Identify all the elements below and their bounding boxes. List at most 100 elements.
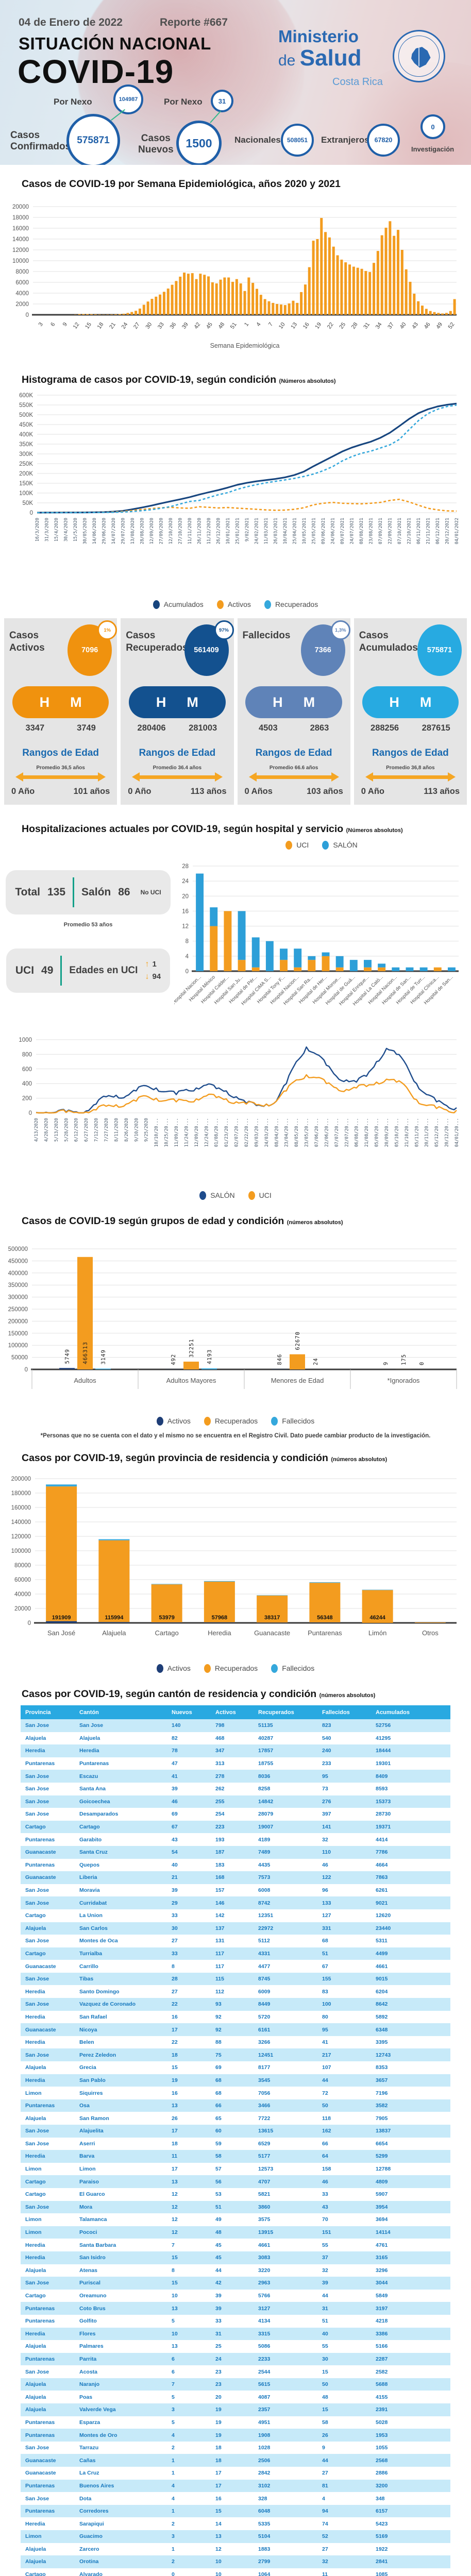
table-row: Puntarenas Parrita 6 24 2233 30 2287 [21, 2352, 450, 2366]
age-groups-section: Casos de COVID-19 según grupos de edad y… [0, 1215, 471, 1439]
table-cell: Siquirres [79, 2090, 103, 2096]
svg-text:06/08/20...: 06/08/20... [355, 1118, 360, 1147]
table-row: Heredia Flores 10 31 3315 40 3386 [21, 2327, 450, 2341]
bar [211, 282, 214, 315]
bar [308, 267, 311, 315]
table-cell: 3200 [376, 2482, 388, 2489]
table-cell: Heredia [25, 2242, 45, 2248]
bar [280, 948, 288, 960]
table-row: San Jose Santa Ana 39 262 8258 73 8593 [21, 1783, 450, 1795]
svg-text:4: 4 [186, 954, 189, 960]
age-chart-title: Casos de COVID-19 según grupos de edad y… [22, 1215, 343, 1227]
bar [238, 960, 246, 971]
table-cell: San Jose [25, 1976, 49, 1982]
svg-text:05/11/20...: 05/11/20... [414, 1118, 419, 1147]
h-value: 3347 [25, 723, 45, 733]
legend-dot-icon [153, 600, 160, 609]
svg-text:100000: 100000 [11, 1548, 31, 1554]
svg-text:1: 1 [243, 321, 250, 328]
bar [263, 299, 266, 315]
table-cell: 13 [172, 2178, 178, 2185]
bar [328, 237, 331, 315]
table-cell: 32 [322, 2558, 328, 2565]
nacionales-label: Nacionales [234, 135, 281, 145]
table-cell: 8409 [376, 1773, 388, 1780]
report-header: 04 de Enero de 2022 Reporte #667 SITUACI… [0, 0, 471, 165]
table-cell: 81 [322, 2482, 328, 2489]
bar [322, 952, 330, 956]
table-cell: Vazquez de Coronado [79, 2001, 136, 2008]
uci-age-min: 1 [152, 960, 157, 969]
bar [294, 967, 302, 971]
table-cell: 8449 [258, 2001, 271, 2008]
table-cell: 17 [215, 2470, 222, 2477]
table-cell: 193 [215, 1836, 225, 1843]
bar [259, 295, 262, 315]
svg-text:52: 52 [447, 321, 456, 330]
table-cell: 17 [172, 2128, 178, 2134]
bar [151, 1584, 182, 1623]
table-cell: 8593 [376, 1786, 388, 1792]
svg-text:23/05/20...: 23/05/20... [305, 1118, 310, 1147]
table-cell: San Jose [25, 2001, 49, 2008]
bar [219, 279, 222, 315]
table-row: San Jose Goicoechea 46 255 14842 276 15373 [21, 1795, 450, 1808]
ministry-seal-icon [393, 30, 445, 82]
table-cell: 15 [172, 2064, 178, 2071]
table-cell: Alajuela [25, 2064, 46, 2071]
svg-text:15/5/2020: 15/5/2020 [73, 518, 78, 541]
table-cell: Moravia [79, 1887, 100, 1894]
table-cell: 1 [172, 2508, 175, 2515]
svg-text:24: 24 [121, 321, 129, 330]
table-cell: 53 [215, 2191, 222, 2198]
table-cell: 122 [322, 1874, 331, 1881]
svg-text:42: 42 [193, 321, 201, 330]
table-row: Cartago Oreamuno 10 39 5766 44 5849 [21, 2290, 450, 2302]
svg-text:22/07/20...: 22/07/20... [344, 1118, 349, 1147]
table-cell: 5688 [376, 2381, 388, 2388]
table-cell: 44 [322, 2457, 328, 2464]
svg-text:250000: 250000 [8, 1307, 28, 1313]
svg-text:20/12/20...: 20/12/20... [445, 1118, 450, 1147]
table-cell: 5028 [376, 2419, 388, 2426]
bar [257, 1595, 288, 1623]
svg-text:14000: 14000 [12, 236, 29, 243]
bar [142, 304, 145, 315]
table-cell: 51 [322, 2318, 328, 2325]
table-cell: 112 [215, 1988, 224, 1995]
table-cell: 32 [322, 2267, 328, 2274]
table-cell: 16 [215, 2495, 222, 2502]
svg-text:180000: 180000 [11, 1490, 31, 1497]
svg-text:350000: 350000 [8, 1282, 28, 1289]
bar [204, 1581, 235, 1582]
bar [235, 279, 238, 315]
table-cell: 5086 [258, 2343, 271, 2350]
table-cell: 141 [322, 1824, 331, 1831]
table-cell: 13 [172, 2305, 178, 2312]
table-cell: 18 [172, 2140, 178, 2147]
table-cell: 278 [215, 1773, 225, 1780]
bar [247, 277, 250, 315]
svg-text:23/04/20...: 23/04/20... [284, 1118, 290, 1147]
legend-item: Activos [156, 1416, 191, 1426]
table-cell: 3044 [376, 2280, 388, 2286]
casos-confirmados-label: Casos Confirmados [10, 130, 71, 152]
condition-histogram-chart: 0 50K 100K 150K 200K 250K 300K 350K 400K 450K 500K… [19, 393, 460, 544]
svg-text:115994: 115994 [105, 1615, 124, 1621]
table-cell: 67 [172, 1824, 178, 1831]
table-cell: 22972 [258, 1925, 274, 1931]
bar [201, 1368, 217, 1369]
bar [335, 967, 344, 971]
table-cell: 51 [215, 2204, 222, 2210]
table-cell: Cartago [79, 1824, 100, 1831]
legend-dot-icon [199, 1191, 207, 1200]
legend-item: UCI [285, 840, 309, 850]
table-row: Heredia San Rafael 16 92 5720 80 5892 [21, 2011, 450, 2024]
table-cell: 6529 [258, 2140, 271, 2147]
bar [280, 960, 288, 971]
bar [296, 302, 299, 315]
table-cell: Parrita [79, 2355, 97, 2362]
por-nexo-label-2: Por Nexo [164, 97, 203, 107]
province-legend: Activos Recuperados Fallecidos [0, 1662, 471, 1675]
svg-text:10000: 10000 [12, 258, 29, 264]
